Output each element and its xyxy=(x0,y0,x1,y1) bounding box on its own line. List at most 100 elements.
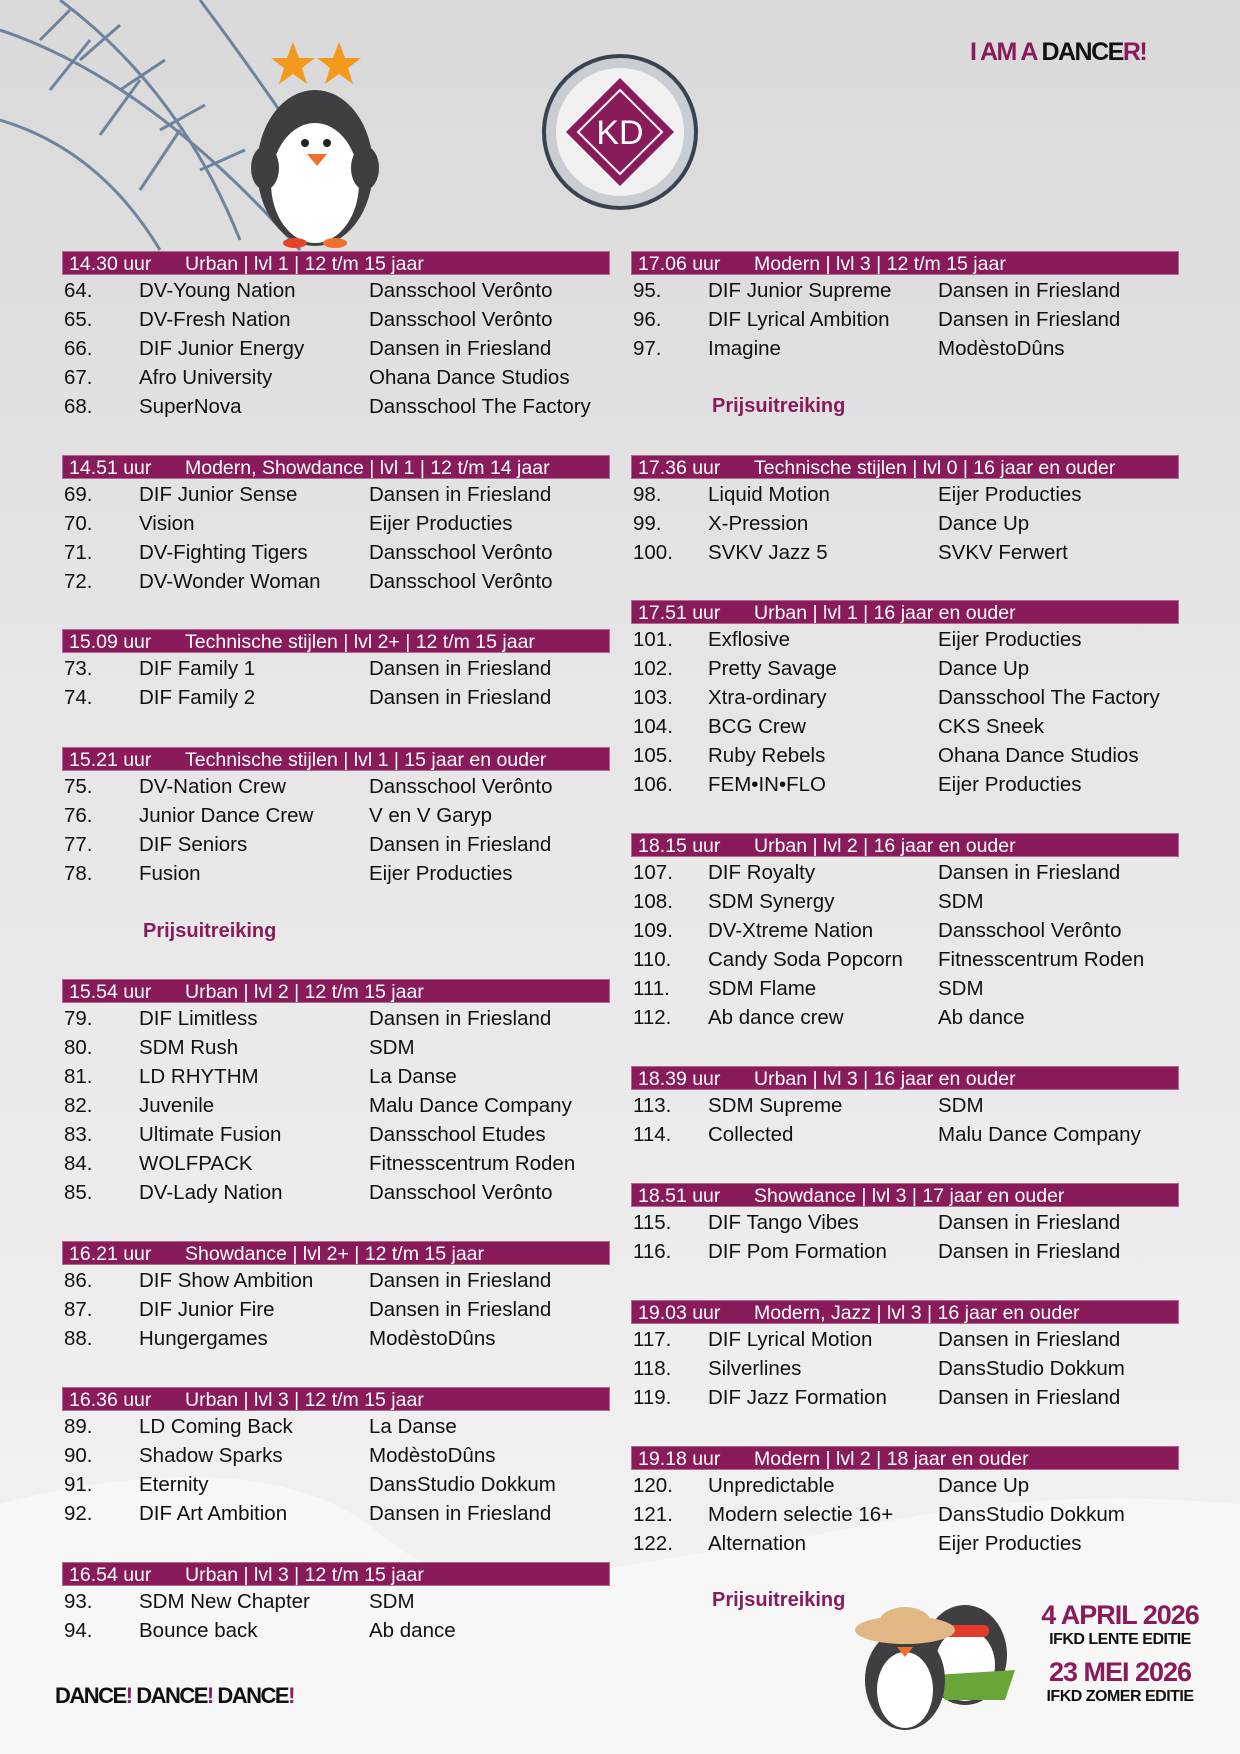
block-time: 16.36 uur xyxy=(69,1389,152,1411)
team-name: SDM Supreme xyxy=(708,1094,843,1117)
block-header: 18.51 uur Showdance | lvl 3 | 17 jaar en… xyxy=(631,1183,1179,1207)
studio-name: SDM xyxy=(369,1590,415,1613)
studio-name: ModèstoDûns xyxy=(369,1327,496,1350)
team-name: DIF Junior Sense xyxy=(139,483,298,506)
block-time: 19.03 uur xyxy=(638,1302,721,1324)
entry-row: 112. Ab dance crew Ab dance xyxy=(631,1002,1179,1031)
slogan-word: DANCE xyxy=(55,1683,127,1708)
event-dates: 4 APRIL 2026 IFKD LENTE EDITIE 23 MEI 20… xyxy=(1030,1600,1210,1714)
block-category: Showdance | lvl 2+ | 12 t/m 15 jaar xyxy=(185,1243,485,1265)
block-header: 17.36 uur Technische stijlen | lvl 0 | 1… xyxy=(631,455,1179,479)
entry-number: 75. xyxy=(64,775,93,798)
block-header: 19.03 uur Modern, Jazz | lvl 3 | 16 jaar… xyxy=(631,1300,1179,1324)
schedule-block: 16.21 uur Showdance | lvl 2+ | 12 t/m 15… xyxy=(62,1241,610,1352)
studio-name: Eijer Producties xyxy=(938,773,1082,796)
team-name: SuperNova xyxy=(139,395,242,418)
entry-number: 91. xyxy=(64,1473,93,1496)
studio-name: Dance Up xyxy=(938,1474,1030,1497)
entry-number: 73. xyxy=(64,657,93,680)
studio-name: Dansen in Friesland xyxy=(369,686,552,709)
block-category: Urban | lvl 3 | 12 t/m 15 jaar xyxy=(185,1564,424,1586)
block-category: Urban | lvl 2 | 16 jaar en ouder xyxy=(754,835,1016,857)
entry-row: 81. LD RHYTHM La Danse xyxy=(62,1061,610,1090)
studio-name: DansStudio Dokkum xyxy=(938,1503,1125,1526)
entry-number: 67. xyxy=(64,366,93,389)
prize-ceremony-label: Prijsuitreiking xyxy=(712,395,846,417)
schedule-block: 16.54 uur Urban | lvl 3 | 12 t/m 15 jaar… xyxy=(62,1562,610,1644)
entry-row: 95. DIF Junior Supreme Dansen in Friesla… xyxy=(631,275,1179,304)
entry-row: 98. Liquid Motion Eijer Producties xyxy=(631,479,1179,508)
penguin-illustration xyxy=(251,42,379,248)
team-name: Eternity xyxy=(139,1473,209,1496)
team-name: Collected xyxy=(708,1123,794,1146)
studio-name: Dansen in Friesland xyxy=(369,1007,552,1030)
studio-name: Dansschool Verônto xyxy=(369,541,553,564)
entry-row: 78. Fusion Eijer Producties xyxy=(62,858,610,887)
entry-row: 106. FEM•IN•FLO Eijer Producties xyxy=(631,769,1179,798)
team-name: Liquid Motion xyxy=(708,483,830,506)
entry-row: 121. Modern selectie 16+ DansStudio Dokk… xyxy=(631,1499,1179,1528)
entry-row: 76. Junior Dance Crew V en V Garyp xyxy=(62,800,610,829)
block-time: 18.39 uur xyxy=(638,1068,721,1090)
team-name: Silverlines xyxy=(708,1357,802,1380)
entry-row: 73. DIF Family 1 Dansen in Friesland xyxy=(62,653,610,682)
entry-number: 72. xyxy=(64,570,93,593)
team-name: DIF Art Ambition xyxy=(139,1502,288,1525)
entry-row: 90. Shadow Sparks ModèstoDûns xyxy=(62,1440,610,1469)
entry-number: 81. xyxy=(64,1065,93,1088)
team-name: WOLFPACK xyxy=(139,1152,253,1175)
schedule-block: 17.36 uur Technische stijlen | lvl 0 | 1… xyxy=(631,455,1179,566)
entry-row: 113. SDM Supreme SDM xyxy=(631,1090,1179,1119)
studio-name: Malu Dance Company xyxy=(938,1123,1141,1146)
team-name: DIF Royalty xyxy=(708,861,816,884)
studio-name: Dansen in Friesland xyxy=(369,1502,552,1525)
entry-number: 99. xyxy=(633,512,662,535)
team-name: Hungergames xyxy=(139,1327,268,1350)
block-category: Urban | lvl 1 | 16 jaar en ouder xyxy=(754,602,1016,624)
entry-row: 101. Exflosive Eijer Producties xyxy=(631,624,1179,653)
studio-name: Eijer Producties xyxy=(938,1532,1082,1555)
entry-row: 70. Vision Eijer Producties xyxy=(62,508,610,537)
entry-row: 93. SDM New Chapter SDM xyxy=(62,1586,610,1615)
team-name: Junior Dance Crew xyxy=(139,804,314,827)
entry-number: 82. xyxy=(64,1094,93,1117)
studio-name: Dansen in Friesland xyxy=(938,1328,1121,1351)
entry-number: 119. xyxy=(633,1386,672,1409)
block-time: 14.51 uur xyxy=(69,457,152,479)
team-name: BCG Crew xyxy=(708,715,806,738)
entry-row: 89. LD Coming Back La Danse xyxy=(62,1411,610,1440)
entry-row: 64. DV-Young Nation Dansschool Verônto xyxy=(62,275,610,304)
studio-name: Malu Dance Company xyxy=(369,1094,572,1117)
studio-name: Ohana Dance Studios xyxy=(369,366,570,389)
block-category: Urban | lvl 2 | 12 t/m 15 jaar xyxy=(185,981,424,1003)
entry-number: 84. xyxy=(64,1152,93,1175)
team-name: DIF Limitless xyxy=(139,1007,258,1030)
schedule-block: 16.36 uur Urban | lvl 3 | 12 t/m 15 jaar… xyxy=(62,1387,610,1527)
studio-name: Dansen in Friesland xyxy=(369,833,552,856)
block-category: Showdance | lvl 3 | 17 jaar en ouder xyxy=(754,1185,1065,1207)
team-name: SDM New Chapter xyxy=(139,1590,310,1613)
studio-name: Dansen in Friesland xyxy=(369,1269,552,1292)
team-name: DV-Xtreme Nation xyxy=(708,919,874,942)
team-name: DIF Junior Energy xyxy=(139,337,305,360)
team-name: Shadow Sparks xyxy=(139,1444,283,1467)
team-name: Ab dance crew xyxy=(708,1006,844,1029)
team-name: Vision xyxy=(139,512,195,535)
team-name: Ruby Rebels xyxy=(708,744,826,767)
entry-row: 77. DIF Seniors Dansen in Friesland xyxy=(62,829,610,858)
entry-number: 104. xyxy=(633,715,673,738)
block-category: Urban | lvl 1 | 12 t/m 15 jaar xyxy=(185,253,424,275)
entry-number: 94. xyxy=(64,1619,93,1642)
studio-name: Dansschool Verônto xyxy=(369,279,553,302)
studio-name: SDM xyxy=(938,977,984,1000)
block-category: Modern | lvl 3 | 12 t/m 15 jaar xyxy=(754,253,1006,275)
entry-number: 105. xyxy=(633,744,673,767)
team-name: SDM Flame xyxy=(708,977,817,1000)
schedule-block: 18.51 uur Showdance | lvl 3 | 17 jaar en… xyxy=(631,1183,1179,1265)
entry-number: 76. xyxy=(64,804,93,827)
prize-ceremony-label: Prijsuitreiking xyxy=(143,920,277,942)
entry-row: 118. Silverlines DansStudio Dokkum xyxy=(631,1353,1179,1382)
entry-number: 89. xyxy=(64,1415,93,1438)
brand-part1: I AM A xyxy=(970,38,1042,66)
block-header: 18.39 uur Urban | lvl 3 | 16 jaar en oud… xyxy=(631,1066,1179,1090)
